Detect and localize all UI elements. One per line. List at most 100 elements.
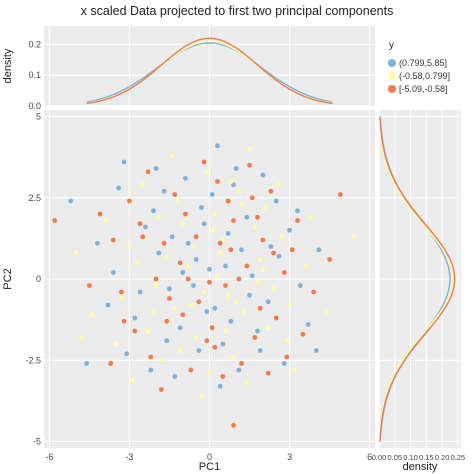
data-point (193, 257, 199, 262)
data-point (265, 370, 271, 376)
data-point (276, 253, 282, 259)
data-point (260, 172, 266, 178)
data-point (148, 354, 154, 360)
data-point (252, 335, 258, 340)
data-point (249, 195, 255, 201)
data-point (201, 221, 207, 227)
top-density-panel: 0.0 0.1 0.2 density (2, 26, 375, 111)
data-point (313, 348, 319, 353)
data-point (156, 250, 162, 256)
scatter-panel: -6 -3 0 3 6 -5 -2.5 0 2.5 5 PC1 PC2 (2, 110, 375, 473)
data-point (169, 234, 175, 240)
top-density-tick-label: 0.1 (28, 70, 41, 80)
y-tick-label: -5 (33, 437, 41, 447)
data-point (89, 312, 95, 318)
data-point (260, 237, 266, 243)
data-point (279, 234, 284, 240)
data-point (225, 198, 231, 204)
legend-title: y (389, 40, 394, 51)
data-point (140, 234, 146, 240)
data-point (191, 244, 196, 249)
data-point (137, 289, 143, 295)
data-point (223, 283, 228, 288)
top-density-curve (86, 37, 333, 105)
data-point (201, 289, 207, 295)
y-tick-label: -2.5 (25, 355, 41, 365)
data-point (276, 182, 282, 188)
top-density-ylabel: density (2, 48, 14, 83)
data-point (257, 257, 263, 262)
data-point (303, 263, 308, 269)
data-point (236, 367, 242, 373)
data-point (124, 351, 130, 357)
data-point (204, 309, 210, 314)
data-point (228, 247, 234, 253)
data-point (183, 175, 188, 181)
data-point (196, 348, 202, 353)
right-density-tick-label: 0.10 (403, 453, 418, 462)
data-point (233, 166, 239, 171)
data-point (111, 237, 116, 243)
data-point (231, 218, 236, 223)
data-point (228, 179, 234, 184)
data-point (196, 299, 202, 305)
data-point (255, 279, 260, 285)
legend-label: (-0.58,0.799] (399, 71, 450, 81)
data-point (281, 270, 287, 275)
data-point (188, 367, 194, 373)
scatter-y-ticks: -5 -2.5 0 2.5 5 (25, 112, 41, 447)
data-point (116, 185, 122, 191)
data-point (217, 383, 223, 389)
data-point (209, 227, 215, 233)
top-density-curves (86, 37, 333, 105)
y-tick-label: 2.5 (28, 193, 41, 203)
y-tick-label: 5 (36, 112, 41, 122)
data-point (145, 169, 151, 175)
data-point (132, 315, 138, 321)
right-density-panel: 0.00 0.05 0.10 0.15 0.20 0.25 density (372, 110, 465, 473)
data-point (111, 270, 116, 275)
data-point (273, 315, 279, 321)
data-point (140, 182, 146, 188)
data-point (113, 341, 119, 347)
chart-title: x scaled Data projected to first two pri… (81, 4, 394, 18)
right-density-curves (379, 116, 456, 442)
data-point (143, 224, 148, 230)
data-point (156, 214, 162, 220)
data-point (239, 247, 244, 253)
data-point (244, 380, 250, 386)
data-point (265, 325, 271, 331)
right-density-grid (378, 110, 461, 448)
data-point (220, 237, 226, 243)
scatter-points (52, 143, 357, 428)
y-axis-label: PC2 (2, 268, 14, 289)
scatter-x-ticks: -6 -3 0 3 6 (45, 452, 372, 462)
data-point (177, 348, 183, 353)
right-density-tick-label: 0.00 (372, 453, 387, 462)
data-point (119, 296, 124, 301)
data-point (263, 205, 268, 210)
data-point (207, 266, 212, 272)
data-point (148, 367, 154, 373)
right-density-curve (379, 116, 454, 442)
data-point (164, 318, 170, 324)
top-density-tick-label: 0.2 (28, 39, 41, 49)
data-point (260, 266, 266, 272)
data-point (255, 328, 260, 334)
data-point (207, 279, 212, 285)
data-point (217, 240, 223, 246)
scatter-grid (44, 110, 375, 448)
data-point (127, 244, 132, 249)
data-point (351, 234, 357, 240)
data-point (185, 240, 191, 246)
legend-swatch (388, 85, 396, 93)
right-density-tick-label: 0.20 (435, 453, 450, 462)
data-point (199, 205, 204, 210)
data-point (295, 208, 300, 214)
data-point (215, 179, 220, 184)
data-point (247, 292, 252, 298)
data-point (129, 377, 135, 383)
data-point (127, 198, 132, 204)
data-point (167, 286, 172, 292)
